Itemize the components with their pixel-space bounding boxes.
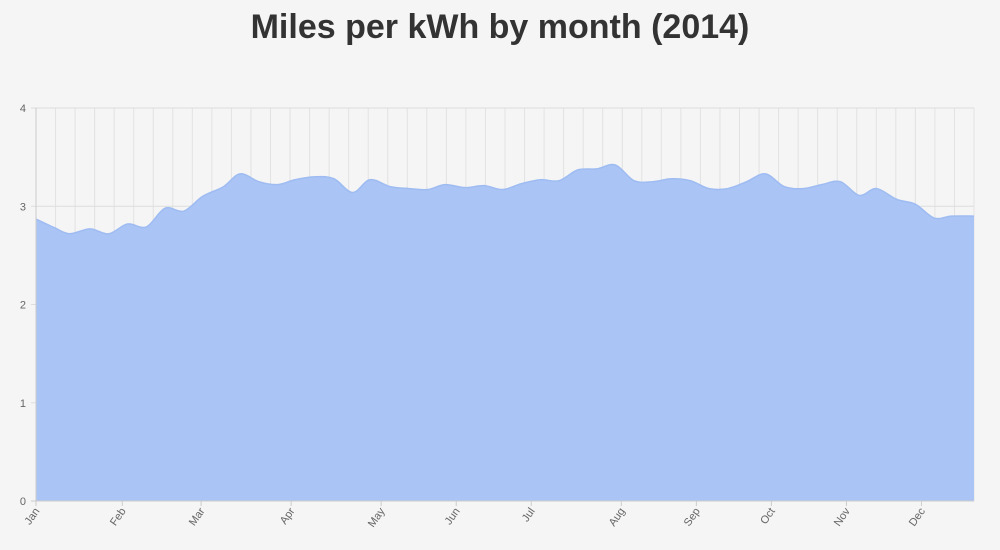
x-tick-label: Nov bbox=[832, 505, 853, 528]
series-area bbox=[36, 164, 974, 501]
y-tick-label: 1 bbox=[20, 398, 26, 410]
x-tick-label: Apr bbox=[278, 506, 298, 527]
x-tick-label: Mar bbox=[187, 506, 208, 529]
x-tick-label: Aug bbox=[607, 506, 628, 529]
x-tick-label: Jul bbox=[520, 506, 538, 524]
x-tick-label: Sep bbox=[682, 506, 703, 529]
y-tick-labels: 0 1 2 3 4 bbox=[20, 103, 26, 508]
chart-title: Miles per kWh by month (2014) bbox=[250, 8, 750, 46]
axis-layer bbox=[31, 108, 974, 502]
series-layer bbox=[35, 163, 975, 501]
x-tick-label: Jun bbox=[443, 506, 463, 527]
y-tick-label: 0 bbox=[20, 496, 26, 508]
series-line bbox=[35, 163, 975, 235]
y-tick-label: 2 bbox=[20, 300, 26, 312]
y-tick-label: 3 bbox=[20, 201, 26, 213]
x-tick-labels: Jan Feb Mar Apr May Jun Jul Aug Sep Oct Nov Dec bbox=[22, 501, 928, 530]
x-tick-label: Feb bbox=[108, 506, 129, 528]
x-tick-label: Oct bbox=[758, 506, 778, 527]
y-tick-label: 4 bbox=[20, 103, 26, 115]
x-tick-label: Dec bbox=[907, 505, 928, 528]
x-tick-label: May bbox=[366, 505, 388, 529]
x-tick-label: Jan bbox=[22, 506, 42, 527]
